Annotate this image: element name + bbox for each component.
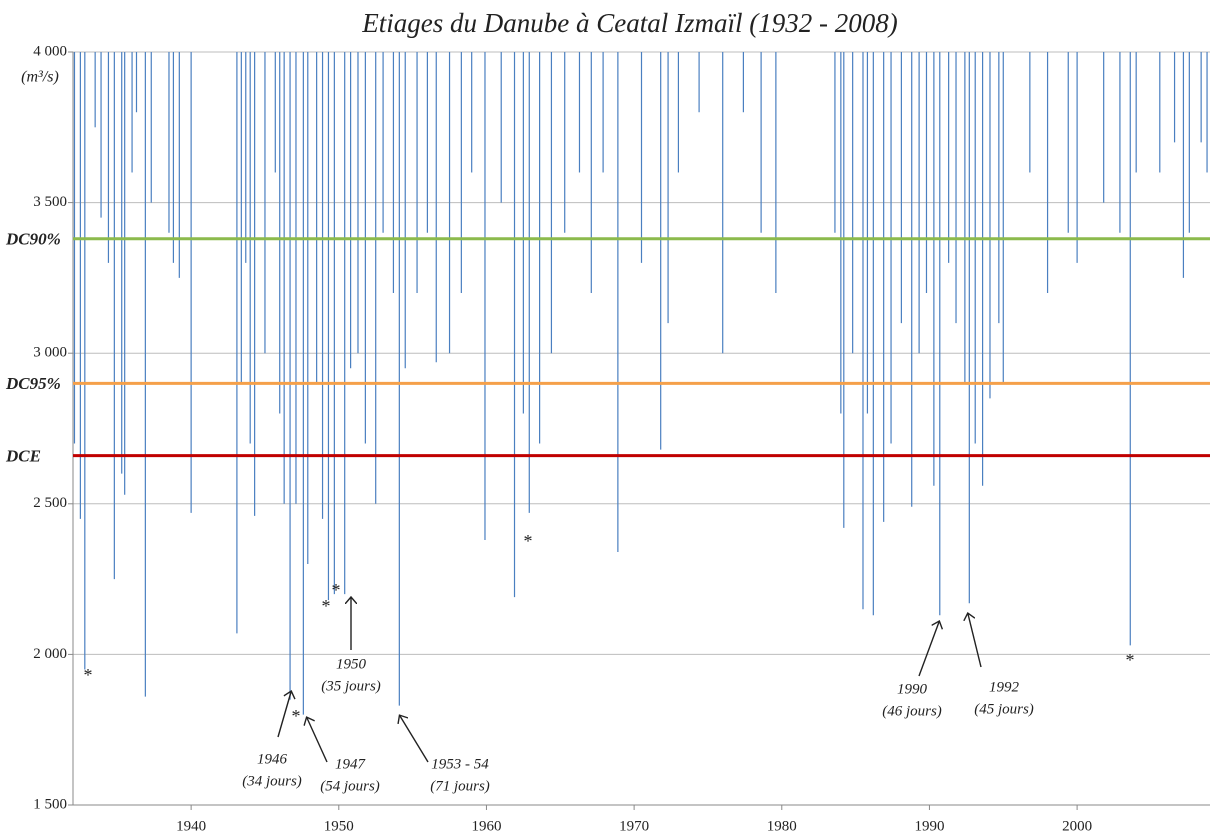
- annotation: *: [332, 580, 341, 600]
- y-tick-label: 2 500: [33, 495, 67, 511]
- annotation-arrow: [277, 692, 291, 738]
- annotation: (34 jours): [242, 773, 302, 789]
- y-tick-label: 1 500: [33, 796, 67, 812]
- x-tick-label: 1940: [176, 818, 206, 834]
- x-tick-label: 2000: [1062, 818, 1092, 834]
- y-tick-label: 3 500: [33, 194, 67, 210]
- x-tick-label: 1950: [324, 818, 354, 834]
- annotation: *: [84, 665, 93, 685]
- annotation: 1990: [897, 681, 928, 697]
- annotation: (46 jours): [882, 703, 942, 719]
- annotation: 1953 - 54: [431, 756, 489, 772]
- annotation: 1950: [336, 656, 367, 672]
- x-tick-label: 1980: [767, 818, 797, 834]
- annotation: (54 jours): [320, 778, 380, 794]
- annotation-arrow: [307, 718, 328, 763]
- y-tick-label: 2 000: [33, 646, 67, 662]
- annotation-arrow: [968, 614, 982, 668]
- reference-label: DC90%: [5, 230, 61, 249]
- y-tick-label: 3 000: [33, 345, 67, 361]
- annotation: *: [292, 706, 301, 726]
- annotation: 1947: [335, 756, 367, 772]
- y-tick-label: 4 000: [33, 43, 67, 59]
- annotation: *: [524, 531, 533, 551]
- annotation: (45 jours): [974, 701, 1034, 717]
- annotation: 1946: [257, 751, 288, 767]
- x-tick-label: 1960: [471, 818, 501, 834]
- annotation-arrow: [400, 716, 429, 763]
- reference-label: DCE: [5, 447, 41, 466]
- annotation-arrow: [918, 622, 939, 677]
- x-tick-label: 1970: [619, 818, 649, 834]
- x-tick-label: 1990: [914, 818, 944, 834]
- annotation: (71 jours): [430, 778, 490, 794]
- chart-title: Etiages du Danube à Ceatal Izmaïl (1932 …: [361, 8, 897, 38]
- y-axis-label: (m³/s): [21, 69, 59, 86]
- annotation: 1992: [989, 679, 1020, 695]
- annotation: (35 jours): [321, 678, 381, 694]
- annotation: *: [322, 596, 331, 616]
- reference-label: DC95%: [5, 374, 61, 393]
- annotation: *: [1126, 650, 1135, 670]
